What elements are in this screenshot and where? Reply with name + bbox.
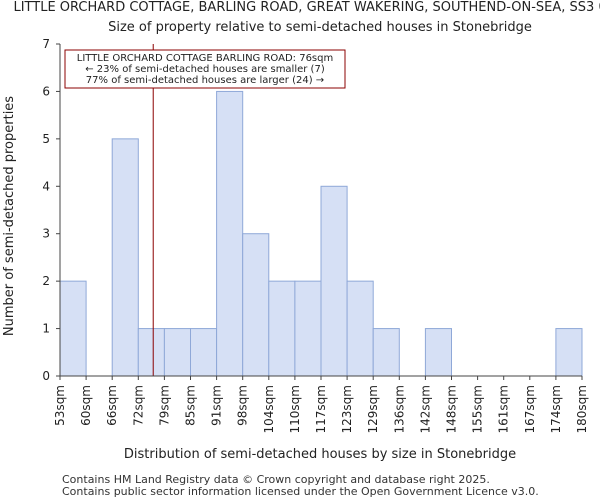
x-tick-label: 110sqm bbox=[288, 385, 302, 433]
x-tick-label: 167sqm bbox=[523, 385, 537, 433]
y-tick-label: 2 bbox=[42, 274, 50, 288]
x-tick-label: 155sqm bbox=[471, 385, 485, 433]
bar-98sqm bbox=[242, 233, 270, 377]
x-tick-label: 53sqm bbox=[53, 385, 67, 426]
bar-117sqm bbox=[320, 185, 348, 377]
x-tick-label: 98sqm bbox=[236, 385, 250, 426]
bar-123sqm bbox=[346, 280, 374, 377]
bar-142sqm bbox=[424, 328, 452, 377]
x-tick-label: 180sqm bbox=[575, 385, 589, 433]
x-tick-label: 104sqm bbox=[262, 385, 276, 433]
y-tick-label: 6 bbox=[42, 84, 50, 98]
y-axis-label: Number of semi-detached properties bbox=[2, 96, 17, 336]
footer-line1: Contains HM Land Registry data © Crown c… bbox=[62, 473, 490, 486]
x-tick-label: 161sqm bbox=[497, 385, 511, 433]
bar-66sqm bbox=[111, 138, 139, 377]
x-tick-label: 123sqm bbox=[340, 385, 354, 433]
x-ticks: 53sqm 60sqm 66sqm 72sqm 79sqm 85sqm 91sqm 98sqm… bbox=[53, 376, 589, 433]
chart-title-line2: Size of property relative to semi-detach… bbox=[108, 20, 532, 35]
annotation-border bbox=[64, 49, 346, 89]
chart-title-line1: LITTLE ORCHARD COTTAGE, BARLING ROAD, GR… bbox=[13, 0, 600, 15]
x-axis-label: Distribution of semi-detached houses by … bbox=[124, 447, 516, 462]
x-tick-label: 117sqm bbox=[314, 385, 328, 433]
x-tick-label: 142sqm bbox=[418, 385, 432, 433]
bar-174sqm bbox=[555, 328, 583, 377]
bar-79sqm bbox=[163, 328, 191, 377]
y-tick-label: 4 bbox=[42, 179, 50, 193]
bar-129sqm bbox=[372, 328, 400, 377]
x-tick-label: 148sqm bbox=[445, 385, 459, 433]
y-tick-label: 7 bbox=[42, 37, 50, 51]
bar-104sqm bbox=[268, 280, 296, 377]
x-tick-label: 72sqm bbox=[131, 385, 145, 426]
bar-91sqm bbox=[216, 90, 244, 377]
y-tick-label: 5 bbox=[42, 132, 50, 146]
x-tick-label: 85sqm bbox=[184, 385, 198, 426]
annotation-box: LITTLE ORCHARD COTTAGE BARLING ROAD: 76s… bbox=[64, 49, 346, 89]
y-tick-label: 3 bbox=[42, 227, 50, 241]
x-tick-label: 79sqm bbox=[157, 385, 171, 426]
x-tick-label: 174sqm bbox=[549, 385, 563, 433]
bar-53sqm bbox=[59, 280, 87, 377]
bars-group bbox=[59, 90, 583, 377]
annotation-line1: LITTLE ORCHARD COTTAGE BARLING ROAD: 76s… bbox=[77, 53, 333, 64]
x-tick-label: 91sqm bbox=[210, 385, 224, 426]
x-tick-label: 136sqm bbox=[392, 385, 406, 433]
x-tick-label: 66sqm bbox=[105, 385, 119, 426]
x-tick-label: 60sqm bbox=[79, 385, 93, 426]
footer-line2: Contains public sector information licen… bbox=[62, 485, 539, 498]
bar-85sqm bbox=[190, 328, 218, 377]
y-ticks: 0 1 2 3 4 5 6 7 bbox=[42, 37, 60, 383]
annotation-line3: 77% of semi-detached houses are larger (… bbox=[86, 75, 324, 86]
bar-72sqm bbox=[137, 328, 165, 377]
annotation-line2: ← 23% of semi-detached houses are smalle… bbox=[85, 64, 325, 75]
bar-110sqm bbox=[294, 280, 322, 377]
y-tick-label: 1 bbox=[42, 322, 50, 336]
y-tick-label: 0 bbox=[42, 369, 50, 383]
x-tick-label: 129sqm bbox=[366, 385, 380, 433]
